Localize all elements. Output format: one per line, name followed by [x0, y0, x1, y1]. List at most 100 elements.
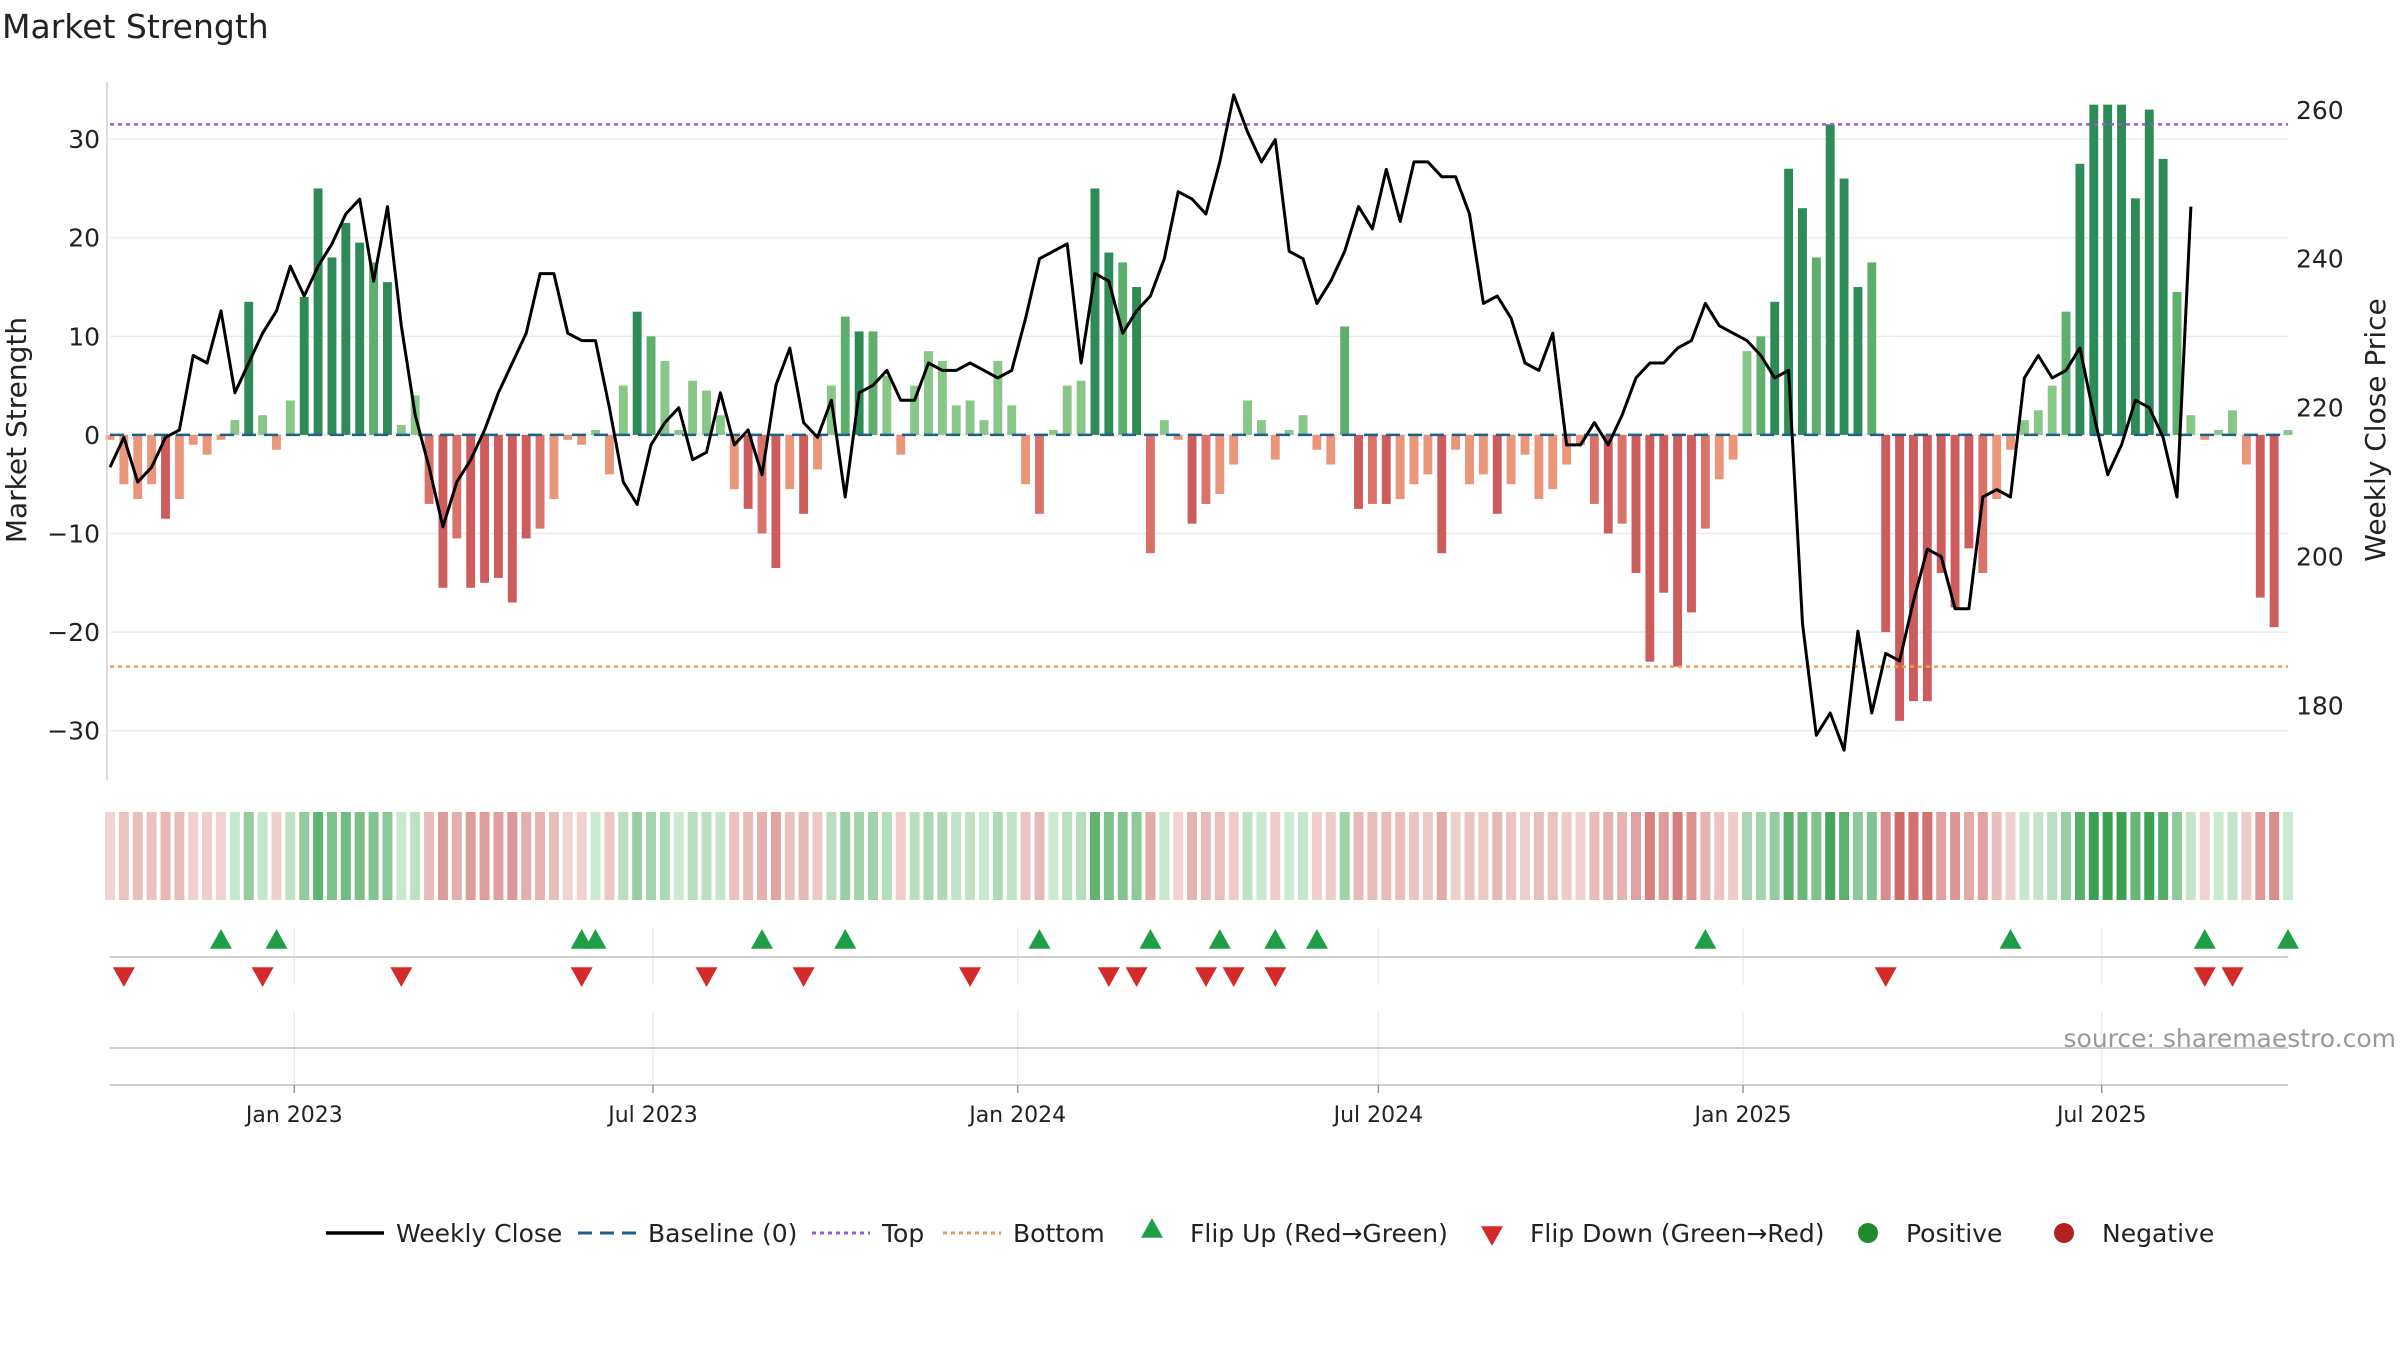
heat-cell: [1950, 812, 1961, 900]
heat-cell: [1242, 812, 1253, 900]
heat-cell: [562, 812, 573, 900]
strength-bar: [1909, 434, 1918, 702]
heat-cell: [1589, 812, 1600, 900]
heat-cell: [881, 812, 892, 900]
heat-cell: [1353, 812, 1364, 900]
y-tick-label-right: 220: [2296, 394, 2344, 423]
strength-bar: [299, 296, 309, 435]
strength-bar: [2061, 311, 2071, 435]
strength-bar: [2089, 104, 2099, 435]
strength-bar: [1326, 434, 1336, 465]
heat-cell: [2255, 812, 2266, 900]
strength-bar: [1409, 434, 1419, 485]
heat-cell: [1145, 812, 1156, 900]
legend-top: Top: [812, 1219, 924, 1248]
legend-bottom: Bottom: [943, 1219, 1105, 1248]
strength-bar: [993, 360, 1003, 435]
strength-bar: [563, 434, 573, 440]
y-tick-label-left: −20: [47, 618, 100, 647]
strength-bar: [799, 434, 809, 514]
flip-up-marker: [1999, 929, 2022, 949]
heat-cell: [1284, 812, 1295, 900]
heat-cell: [715, 812, 726, 900]
heat-cell: [1422, 812, 1433, 900]
heat-cell: [271, 812, 282, 900]
strength-bar: [1825, 124, 1835, 435]
heat-cell: [2005, 812, 2016, 900]
strength-bar: [1506, 434, 1516, 485]
heat-cell: [1200, 812, 1211, 900]
strength-bar: [729, 434, 739, 490]
heat-cell: [2047, 812, 2058, 900]
strength-bar: [1492, 434, 1502, 514]
strength-bar: [1798, 208, 1807, 435]
strength-bar: [355, 242, 365, 435]
heat-cell: [1034, 812, 1045, 900]
heat-cell: [118, 812, 129, 900]
heat-cell: [132, 812, 143, 900]
legend: Weekly Close Baseline (0) Top Bottom Flip Up…: [326, 1218, 2214, 1248]
legend-negative: Negative: [2054, 1219, 2214, 1248]
legend-bottom-label: Bottom: [1013, 1219, 1105, 1248]
heat-cell: [923, 812, 934, 900]
strength-bar: [1048, 430, 1058, 435]
heat-cell: [1131, 812, 1142, 900]
flip-down-marker: [959, 967, 982, 987]
strength-bar: [1714, 434, 1724, 480]
strength-bar: [2006, 434, 2015, 450]
strength-bar: [1520, 434, 1530, 455]
strength-bar: [896, 434, 906, 455]
strength-bar: [258, 415, 268, 435]
heat-cell: [1298, 812, 1309, 900]
heat-cell: [1214, 812, 1225, 900]
strength-bar: [1645, 434, 1655, 662]
legend-baseline-label: Baseline (0): [648, 1219, 797, 1248]
heat-cell: [2130, 812, 2141, 900]
strength-bar: [1687, 434, 1696, 613]
strength-bar: [1451, 434, 1461, 450]
heat-cell: [451, 812, 462, 900]
heat-cell: [521, 812, 532, 900]
strength-bar: [2117, 104, 2126, 435]
strength-bar: [493, 434, 503, 578]
heat-cell: [1076, 812, 1087, 900]
strength-bar: [1354, 434, 1363, 509]
strength-bar: [1867, 262, 1877, 435]
heat-cell: [437, 812, 448, 900]
heat-cell: [2185, 812, 2196, 900]
heat-cell: [410, 812, 421, 900]
heat-cell: [1977, 812, 1988, 900]
strength-bar: [1423, 434, 1433, 475]
strength-bar: [1728, 434, 1738, 460]
strength-bar: [2172, 291, 2182, 435]
strength-bar: [2130, 198, 2140, 435]
legend-flip-up-label: Flip Up (Red→Green): [1190, 1219, 1448, 1248]
heat-cell: [1103, 812, 1114, 900]
strength-bar: [743, 434, 753, 509]
x-tick-label: Jan 2024: [967, 1103, 1066, 1128]
heat-cell: [701, 812, 712, 900]
heat-cell: [1852, 812, 1863, 900]
heat-cell: [1173, 812, 1184, 900]
heat-cell: [604, 812, 615, 900]
strength-bar: [882, 375, 892, 435]
heat-cell: [2074, 812, 2085, 900]
strength-bar: [1811, 257, 1821, 435]
y-axis-label-right: Weekly Close Price: [2359, 298, 2392, 561]
flip-down-marker: [251, 967, 274, 987]
flip-up-marker: [834, 929, 857, 949]
heat-cell: [548, 812, 559, 900]
heat-cell: [2102, 812, 2113, 900]
strength-bar: [632, 311, 642, 435]
heat-cell: [1630, 812, 1641, 900]
heat-cell: [909, 812, 920, 900]
strength-bar: [1562, 434, 1572, 465]
heat-cell: [2199, 812, 2210, 900]
flip-up-marker: [1694, 929, 1717, 949]
heat-cell: [646, 812, 657, 900]
strength-bar: [2158, 158, 2168, 435]
strength-bar: [1215, 434, 1225, 495]
heat-cell: [687, 812, 698, 900]
strength-bar: [161, 434, 170, 519]
heat-cell: [479, 812, 490, 900]
